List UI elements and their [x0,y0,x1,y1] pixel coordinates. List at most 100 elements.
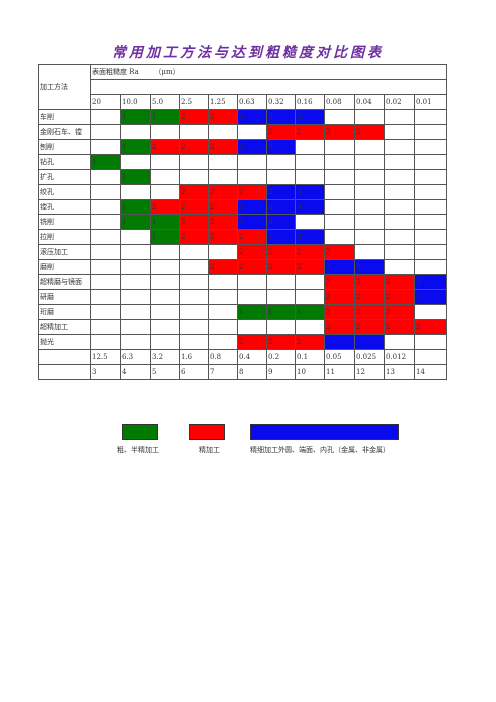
grade-cell: 2 [150,199,180,215]
header-spacer [89,79,448,95]
grade-cell [150,154,180,170]
grade-cell [413,334,448,350]
method-name: 扩孔 [38,169,91,185]
method-row: 拉削 1 2 2 2 3 3 [38,229,448,245]
grade-cell [354,109,385,125]
unit-label: （μm） [154,68,180,76]
grade-cell [413,259,448,275]
grade-cell [384,139,415,155]
method-row: 扩孔 1 [38,169,448,185]
grade-cell: 2 [237,244,267,260]
grade-cell [208,319,238,335]
grade-cell: 3 [413,274,448,290]
grade-cell [266,169,296,185]
grade-footer-row: 3 4 5 6 7 8 9 10 11 12 13 14 [38,364,448,380]
method-name: 研磨 [38,289,91,305]
grade-cell [208,244,238,260]
grade-cell: 3 [237,109,267,125]
footer-cell: 0.025 [354,349,385,365]
grade-cell [324,169,355,185]
ra-column-header: 0.01 [413,94,448,110]
method-name: 车削 [38,109,91,125]
grade-cell: 2 [150,139,180,155]
grade-cell: 2 [266,244,296,260]
grade-cell [120,304,151,320]
grade-cell [354,244,385,260]
grade-cell [179,169,209,185]
method-name: 钻孔 [38,154,91,170]
grade-cell [208,304,238,320]
grade-cell [324,334,355,350]
ra-column-header: 20 [90,94,121,110]
grade-cell: 1 [120,109,151,125]
grade-cell [237,154,267,170]
grade-cell: 2 [354,289,385,305]
grade-cell [208,334,238,350]
grade-cell: 1 [150,214,180,230]
grade-cell [179,124,209,140]
grade-cell [354,334,385,350]
grade-cell [237,319,267,335]
grade-cell [413,184,448,200]
grade-cell: 1 [295,304,325,320]
grade-cell [324,139,355,155]
grade-cell: 2 [324,244,355,260]
method-row: 铣削 1 1 2 2 3 3 [38,214,448,230]
grade-cell [150,184,180,200]
grade-cell [354,139,385,155]
grade-cell: 3 [295,229,325,245]
empty-cell [38,364,91,380]
method-row: 滚压加工 2 2 2 2 [38,244,448,260]
method-name: 铣削 [38,214,91,230]
grade-cell: 2 [295,259,325,275]
ra-column-header: 0.08 [324,94,355,110]
grade-cell: 3 [237,139,267,155]
grade-cell [90,229,121,245]
footer-cell: 0.1 [295,349,325,365]
grade-cell [150,319,180,335]
grade-cell: 2 [324,319,355,335]
footer-cell: 6 [179,364,209,380]
grade-cell: 2 [237,334,267,350]
legend-label: 精细加工外圆、端面、内孔（金属、非金属） [250,446,390,454]
footer-cell: 9 [266,364,296,380]
grade-cell [413,229,448,245]
grade-cell [120,319,151,335]
grade-cell [354,214,385,230]
grade-cell [295,319,325,335]
empty-cell [38,349,91,365]
grade-cell [150,334,180,350]
grade-cell [179,259,209,275]
grade-cell [413,304,448,320]
grade-cell [384,184,415,200]
grade-cell [208,289,238,305]
grade-cell [413,244,448,260]
grade-cell [237,124,267,140]
grade-cell [179,319,209,335]
grade-cell: 3 [266,184,296,200]
grade-cell: 2 [208,139,238,155]
grade-cell [179,154,209,170]
grade-cell: 2 [354,274,385,290]
grade-cell: 2 [413,319,448,335]
grade-cell [90,199,121,215]
legend-swatch [250,424,399,440]
grade-cell [150,259,180,275]
grade-cell [179,304,209,320]
method-name: 磨削 [38,259,91,275]
method-name: 珩磨 [38,304,91,320]
grade-cell [179,289,209,305]
grade-cell: 2 [384,289,415,305]
grade-cell: 2 [208,214,238,230]
footer-cell: 0.05 [324,349,355,365]
grade-cell: 3 [266,229,296,245]
method-row: 车削 1 1 2 2 3 3 3 [38,109,448,125]
ra-label: 表面粗糙度 Ra [92,68,139,76]
grade-cell [90,184,121,200]
grade-cell [384,334,415,350]
method-header: 加工方法 [38,64,91,110]
footer-cell: 11 [324,364,355,380]
grade-cell [413,199,448,215]
grade-cell [295,214,325,230]
grade-cell: 1 [120,199,151,215]
